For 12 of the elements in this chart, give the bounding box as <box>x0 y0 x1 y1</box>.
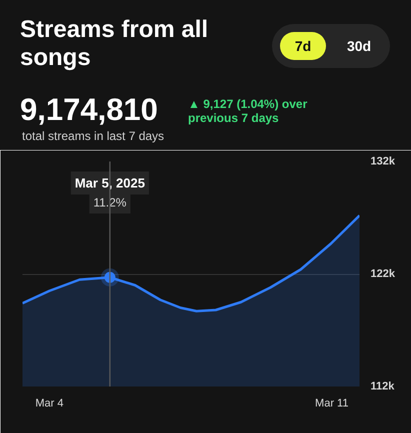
chart-subtitle: total streams in last 7 days <box>22 128 164 145</box>
y-tick-label: 122k <box>370 268 396 280</box>
text: 9,174,810 <box>20 92 158 127</box>
text: 30d <box>346 37 372 56</box>
x-tick-label: Mar 11 <box>315 398 348 410</box>
text: 7d <box>280 32 326 60</box>
y-tick-label: 112k <box>370 380 396 392</box>
text: ▲ 9,127 (1.04%) over previous 7 days <box>188 97 308 126</box>
chart-title: Streams from all songs <box>20 16 210 72</box>
y-tick-label: 132k <box>370 156 396 168</box>
x-tick-label: Mar 4 <box>35 398 64 410</box>
annotation: 11.2% <box>93 196 127 210</box>
